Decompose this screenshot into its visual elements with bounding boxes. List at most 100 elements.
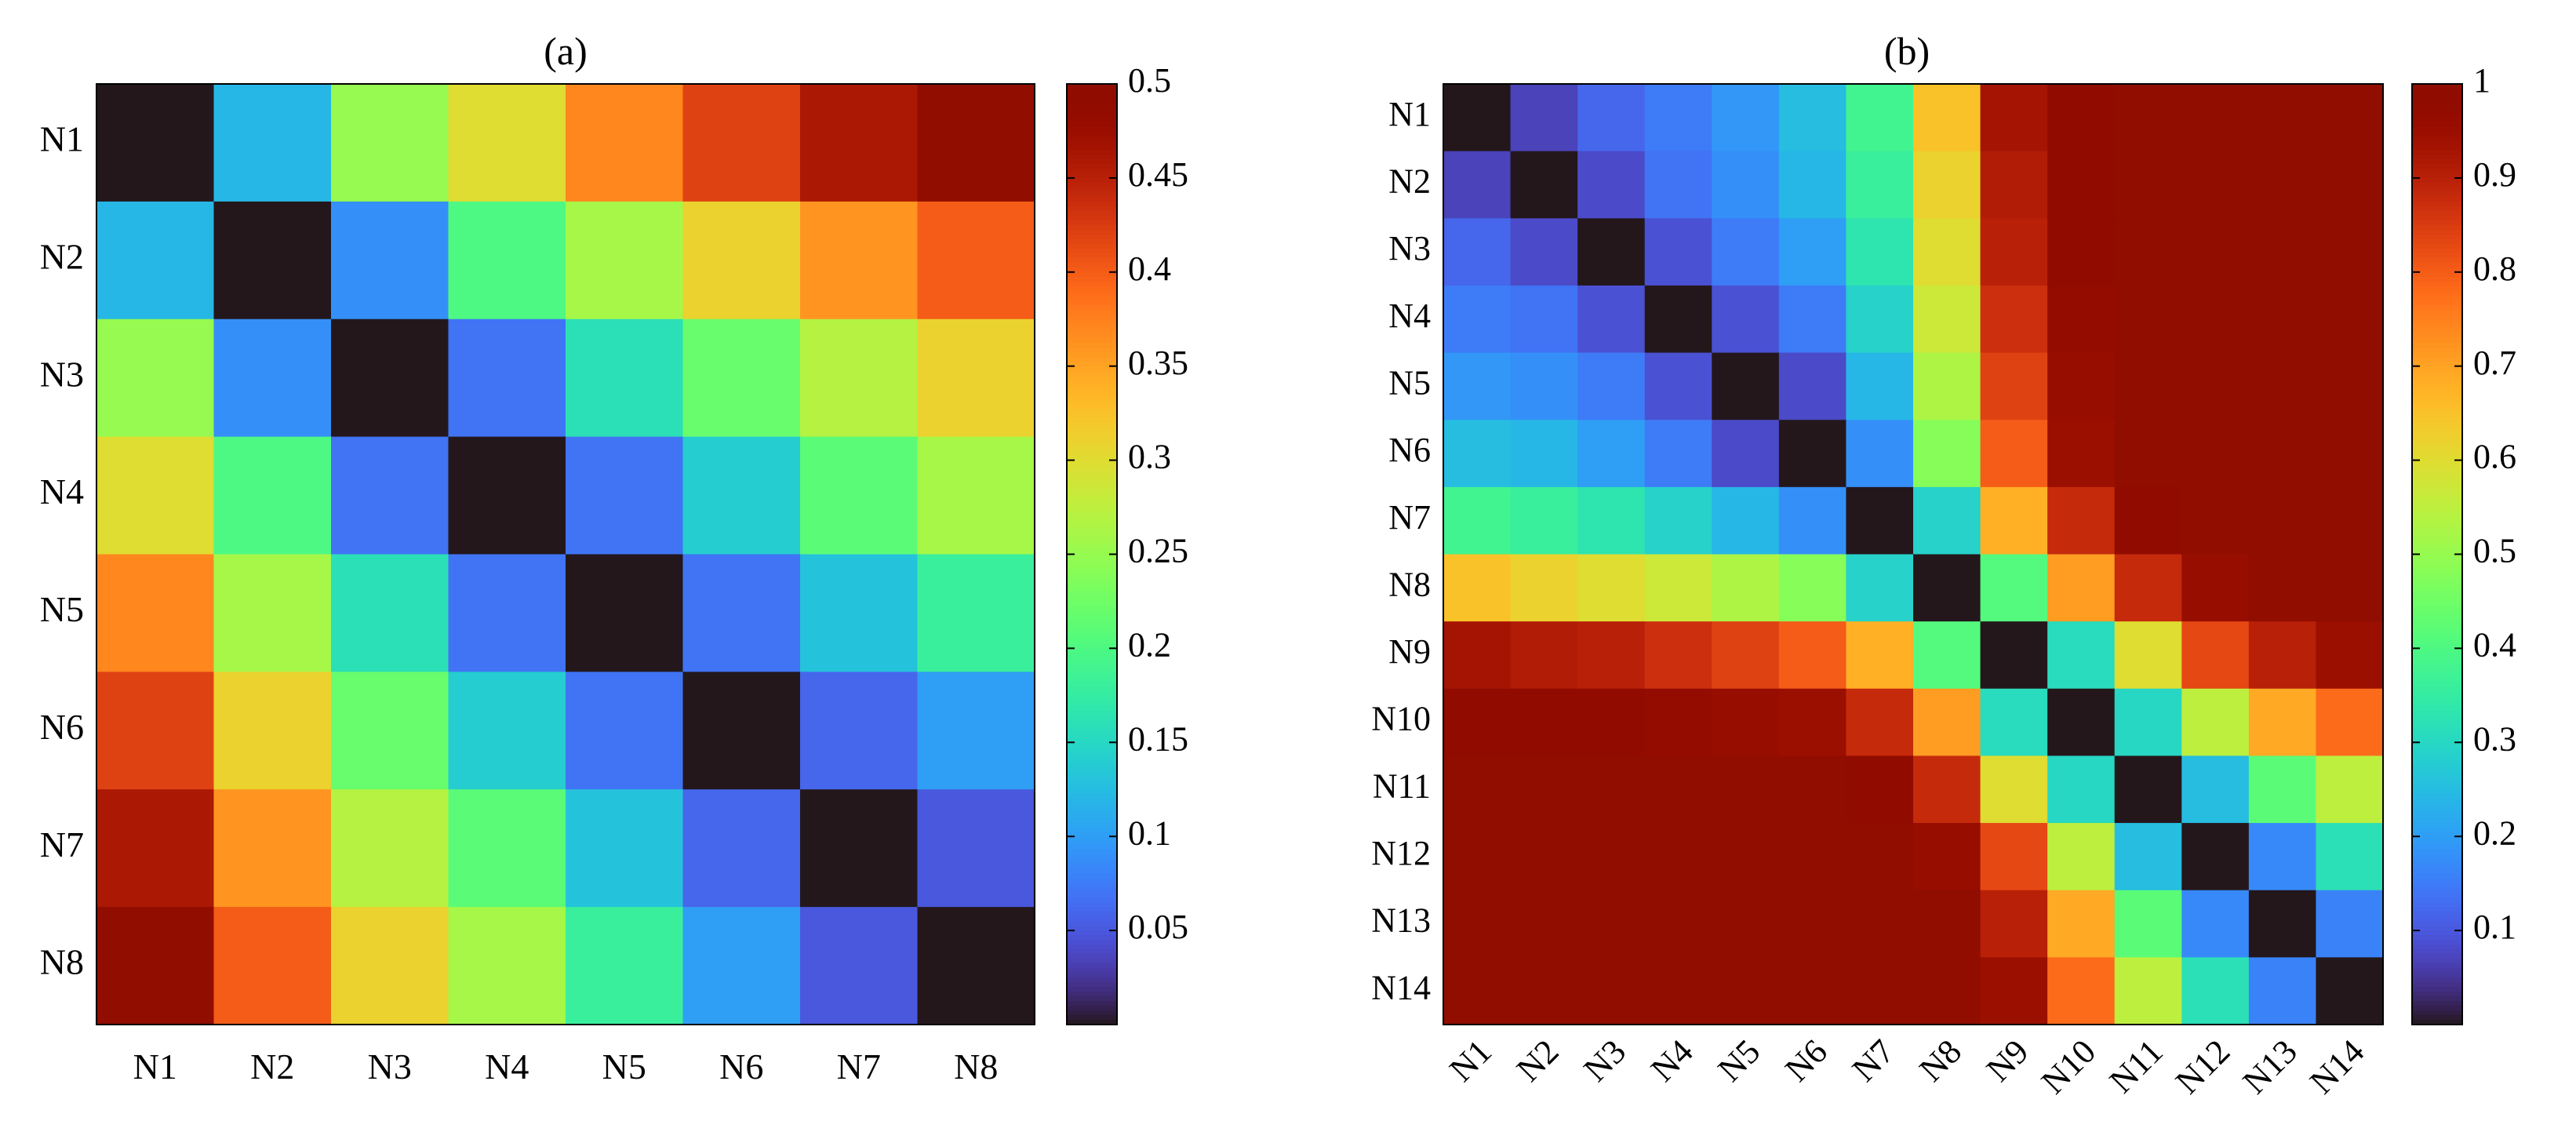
colorbar-segment	[1067, 93, 1117, 99]
column-label: N7	[837, 1047, 881, 1087]
colorbar-segment	[1067, 827, 1117, 832]
colorbar-segment	[2412, 719, 2462, 725]
colorbar-segment	[1067, 620, 1117, 626]
colorbar-segment	[2412, 271, 2462, 278]
heatmap-cell	[1510, 420, 1578, 488]
colorbar-segment	[1067, 351, 1117, 358]
heatmap-cell	[1913, 755, 1981, 824]
heatmap-cell	[1980, 554, 2048, 622]
panel-a-frame	[96, 83, 1035, 1025]
colorbar-segment	[1067, 549, 1117, 555]
heatmap-cell	[2316, 823, 2384, 891]
colorbar-segment	[2412, 643, 2462, 650]
colorbar-segment	[1067, 756, 1117, 763]
colorbar-segment	[2412, 799, 2462, 805]
heatmap-cell	[1712, 755, 1780, 824]
heatmap-cell	[1913, 285, 1981, 354]
heatmap-cell	[2248, 486, 2317, 555]
row-label: N2	[1388, 162, 1431, 201]
heatmap-cell	[2114, 957, 2182, 1025]
colorbar-segment	[1067, 450, 1117, 457]
colorbar-segment	[1067, 337, 1117, 344]
colorbar-segment	[1067, 747, 1117, 753]
colorbar-segment	[2412, 822, 2462, 828]
colorbar-segment	[1067, 794, 1117, 800]
colorbar-segment	[1067, 300, 1117, 306]
heatmap-cell	[1577, 218, 1646, 286]
colorbar-segment	[1067, 634, 1117, 640]
heatmap-cell	[800, 201, 919, 320]
heatmap-cell	[682, 436, 801, 555]
colorbar-segment	[1067, 431, 1117, 438]
colorbar-segment	[1067, 704, 1117, 711]
colorbar-segment	[1067, 276, 1117, 282]
colorbar-segment	[1067, 1001, 1117, 1006]
heatmap-cell	[800, 84, 919, 202]
colorbar-segment	[2412, 314, 2462, 320]
colorbar-segment	[2412, 879, 2462, 884]
colorbar-segment	[1067, 973, 1117, 978]
colorbar-segment	[1067, 224, 1117, 231]
heatmap-cell	[2248, 554, 2317, 622]
heatmap-cell	[2181, 486, 2250, 555]
column-label: N12	[2168, 1032, 2237, 1101]
colorbar-segment	[2412, 356, 2462, 362]
heatmap-cell	[2047, 486, 2116, 555]
colorbar-segment	[1067, 361, 1117, 367]
colorbar-segment	[2412, 158, 2462, 165]
colorbar-segment	[2412, 540, 2462, 546]
heatmap-cell	[1913, 486, 1981, 555]
colorbar-segment	[1067, 592, 1117, 598]
colorbar-segment	[2412, 535, 2462, 541]
colorbar-segment	[2412, 319, 2462, 325]
colorbar-segment	[1067, 375, 1117, 381]
colorbar-segment	[1067, 187, 1117, 193]
heatmap-cell	[800, 436, 919, 555]
colorbar-tick-label: 0.1	[2473, 908, 2516, 946]
heatmap-cell	[917, 907, 1035, 1025]
colorbar-segment	[2412, 907, 2462, 912]
colorbar-segment	[2412, 267, 2462, 273]
colorbar-segment	[2412, 446, 2462, 452]
colorbar-segment	[1067, 130, 1117, 137]
heatmap-cell	[1913, 957, 1981, 1025]
heatmap-cell	[2316, 755, 2384, 824]
heatmap-cell	[2316, 218, 2384, 286]
colorbar-segment	[2412, 813, 2462, 819]
heatmap-cell	[2181, 621, 2250, 690]
colorbar-segment	[1067, 667, 1117, 673]
heatmap-cell	[917, 84, 1035, 202]
heatmap-cell	[1510, 486, 1578, 555]
colorbar-segment	[2412, 493, 2462, 499]
heatmap-cell	[1778, 890, 1847, 958]
row-label: N3	[40, 354, 84, 394]
heatmap-cell	[1510, 890, 1578, 958]
colorbar-segment	[2412, 1001, 2462, 1006]
colorbar-segment	[1067, 1015, 1117, 1021]
colorbar-segment	[1067, 417, 1117, 424]
heatmap-cell	[1712, 957, 1780, 1025]
colorbar-segment	[1067, 752, 1117, 758]
colorbar-segment	[2412, 257, 2462, 264]
heatmap-cell	[1510, 554, 1578, 622]
row-label: N11	[1373, 766, 1431, 805]
heatmap-cell	[1644, 554, 1712, 622]
colorbar-segment	[1067, 893, 1117, 898]
colorbar-segment	[1067, 686, 1117, 692]
colorbar-segment	[1067, 643, 1117, 650]
heatmap-cell	[566, 554, 684, 672]
colorbar-segment	[2412, 770, 2462, 777]
colorbar-segment	[2412, 333, 2462, 339]
colorbar-segment	[1067, 380, 1117, 386]
heatmap-cell	[1778, 823, 1847, 891]
heatmap-cell	[213, 201, 332, 320]
colorbar-segment	[1067, 926, 1117, 931]
colorbar-segment	[2412, 634, 2462, 640]
column-label: N10	[2034, 1032, 2103, 1101]
heatmap-cell	[1577, 755, 1646, 824]
colorbar-segment	[1067, 860, 1117, 865]
colorbar-segment	[1067, 121, 1117, 127]
heatmap-cell	[1980, 957, 2048, 1025]
heatmap-cell	[1846, 486, 1914, 555]
